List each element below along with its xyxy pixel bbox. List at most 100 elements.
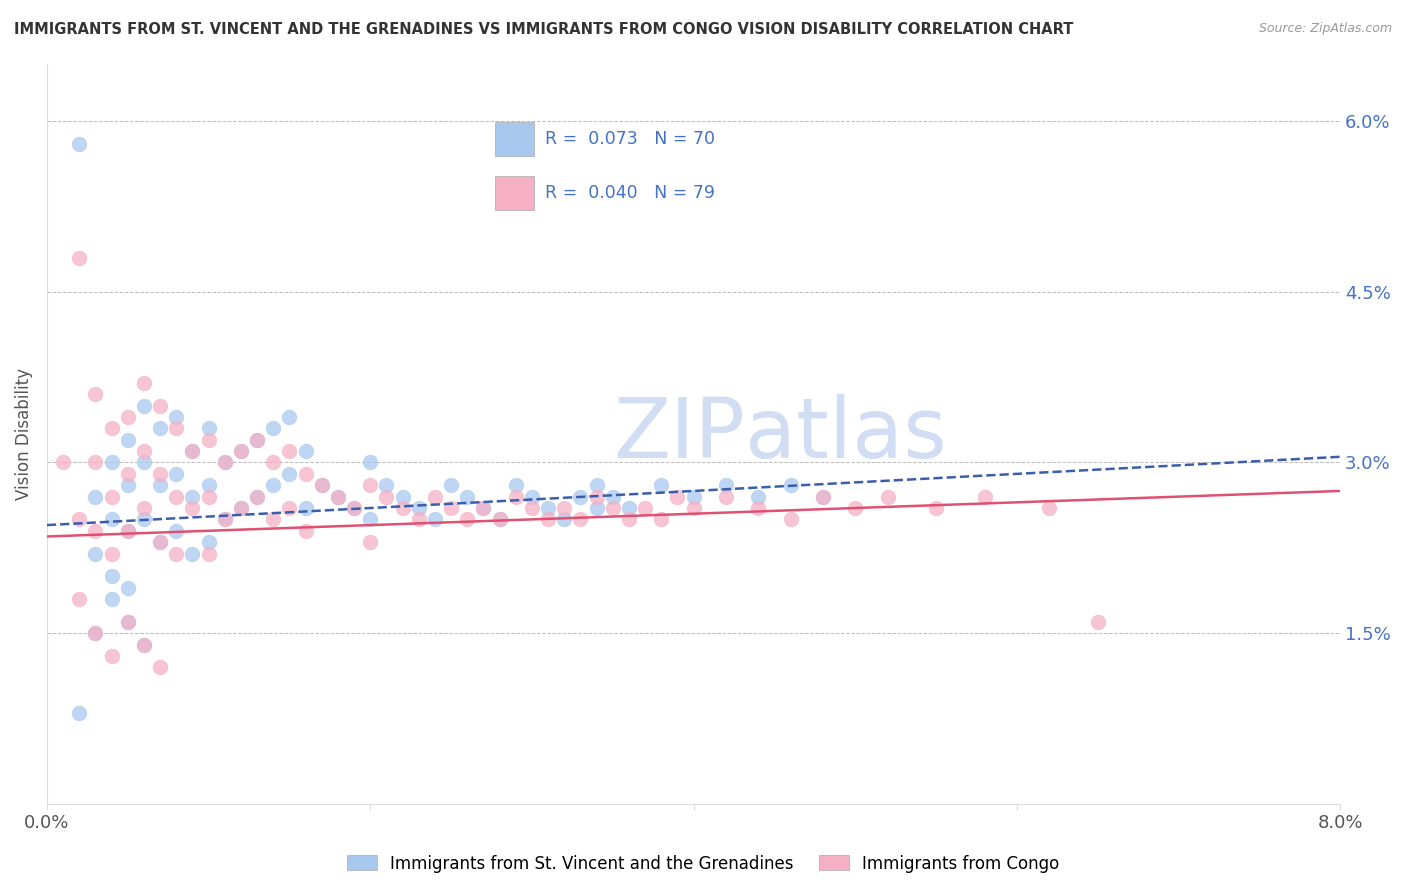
Text: ZIP: ZIP [613, 393, 745, 475]
Point [811, 490, 834, 504]
Point [779, 512, 801, 526]
Text: IMMIGRANTS FROM ST. VINCENT AND THE GRENADINES VS IMMIGRANTS FROM CONGO VISION D: IMMIGRANTS FROM ST. VINCENT AND THE GREN… [14, 22, 1073, 37]
Point [423, 490, 446, 504]
Point [165, 490, 187, 504]
Point [117, 524, 139, 538]
Point [229, 501, 252, 516]
Point [472, 501, 495, 516]
Point [520, 490, 543, 504]
Point [472, 501, 495, 516]
Point [100, 569, 122, 583]
Point [149, 660, 172, 674]
Point [537, 512, 560, 526]
Point [165, 524, 187, 538]
Point [294, 467, 316, 481]
Point [52, 455, 75, 469]
Point [100, 490, 122, 504]
Point [294, 501, 316, 516]
Point [84, 626, 107, 640]
Point [391, 490, 413, 504]
Point [488, 512, 510, 526]
Point [84, 547, 107, 561]
Point [440, 478, 463, 492]
Point [84, 524, 107, 538]
Point [343, 501, 366, 516]
Point [391, 501, 413, 516]
Point [197, 547, 219, 561]
Point [585, 501, 607, 516]
Point [553, 512, 575, 526]
Point [294, 524, 316, 538]
Point [67, 136, 90, 151]
Point [925, 501, 948, 516]
Point [747, 501, 769, 516]
Point [359, 512, 381, 526]
Point [67, 512, 90, 526]
Point [440, 501, 463, 516]
Point [165, 547, 187, 561]
Point [117, 433, 139, 447]
Point [84, 455, 107, 469]
Point [779, 478, 801, 492]
Point [117, 478, 139, 492]
Point [100, 455, 122, 469]
Point [214, 455, 236, 469]
Point [262, 421, 284, 435]
Point [117, 615, 139, 629]
Point [682, 490, 704, 504]
Point [246, 490, 269, 504]
Point [229, 501, 252, 516]
Y-axis label: Vision Disability: Vision Disability [15, 368, 32, 500]
Point [149, 535, 172, 549]
Point [811, 490, 834, 504]
Point [117, 467, 139, 481]
Point [84, 387, 107, 401]
Point [100, 512, 122, 526]
Point [149, 478, 172, 492]
Point [456, 512, 478, 526]
Point [214, 512, 236, 526]
Point [585, 490, 607, 504]
Point [132, 638, 155, 652]
Point [343, 501, 366, 516]
Point [181, 444, 204, 458]
Point [375, 490, 398, 504]
Point [262, 512, 284, 526]
Point [132, 638, 155, 652]
Point [100, 547, 122, 561]
Point [149, 399, 172, 413]
Point [682, 501, 704, 516]
Point [165, 421, 187, 435]
Point [278, 409, 301, 424]
Point [214, 455, 236, 469]
Point [359, 455, 381, 469]
Point [229, 444, 252, 458]
Point [214, 512, 236, 526]
Point [117, 581, 139, 595]
Point [117, 615, 139, 629]
Point [844, 501, 866, 516]
Point [359, 478, 381, 492]
Point [197, 421, 219, 435]
Point [1087, 615, 1109, 629]
Point [197, 433, 219, 447]
Point [181, 501, 204, 516]
Point [132, 512, 155, 526]
Point [132, 399, 155, 413]
Point [67, 251, 90, 265]
Point [100, 421, 122, 435]
Point [181, 547, 204, 561]
Point [229, 444, 252, 458]
Point [714, 478, 737, 492]
Point [262, 455, 284, 469]
Point [488, 512, 510, 526]
Point [132, 376, 155, 390]
Point [197, 535, 219, 549]
Point [569, 512, 592, 526]
Point [602, 490, 624, 504]
Point [359, 535, 381, 549]
Point [1038, 501, 1060, 516]
Point [278, 501, 301, 516]
Point [408, 512, 430, 526]
Point [650, 478, 672, 492]
